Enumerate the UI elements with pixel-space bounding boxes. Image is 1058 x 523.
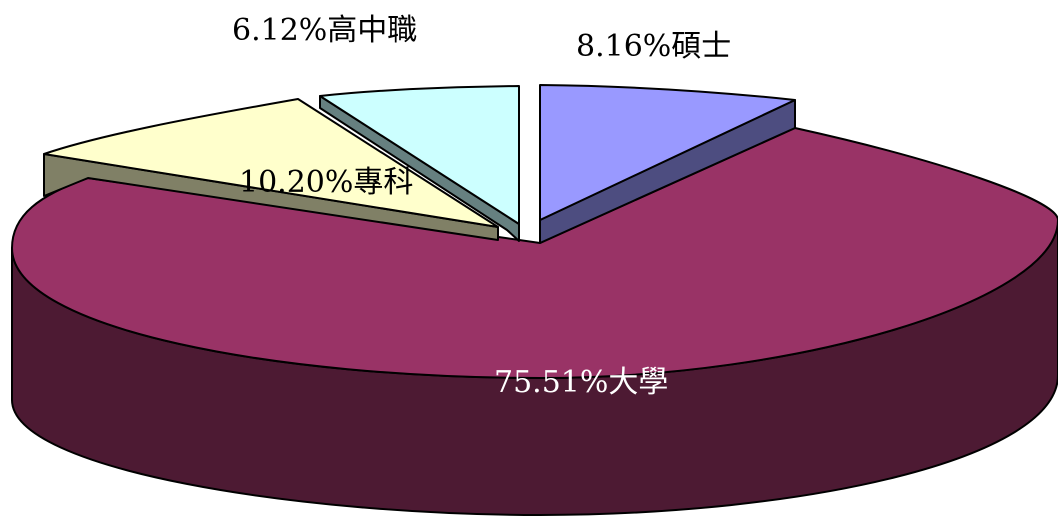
pie-slice-daxue [11,127,1058,516]
slice-top-zhuanke [43,98,499,228]
slice-top-shuoshi [539,84,796,221]
data-label-shuoshi: 8.16%碩士 [576,29,731,64]
pie-slice-shuoshi [539,84,796,244]
data-label-daxue: 75.51%大學 [494,365,668,400]
slice-top-gaozhongzhi [319,85,520,225]
data-label-zhuanke: 10.20%專科 [239,165,413,200]
pie-slice-gaozhongzhi [319,85,520,242]
slice-top-daxue [11,127,1058,379]
pie-slice-zhuanke [43,98,499,241]
data-label-gaozhongzhi: 6.12%高中職 [232,13,417,48]
